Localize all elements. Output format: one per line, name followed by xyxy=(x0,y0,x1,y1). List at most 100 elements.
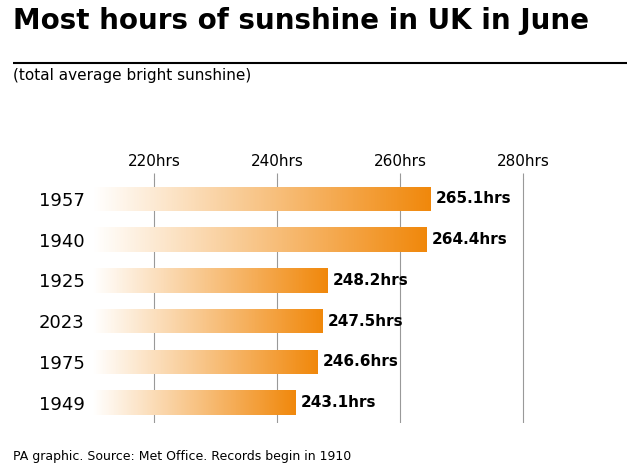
Bar xyxy=(148,187,150,211)
Bar xyxy=(200,187,201,211)
Bar xyxy=(300,187,301,211)
Bar xyxy=(137,227,138,252)
Bar xyxy=(345,227,346,252)
Bar xyxy=(233,227,234,252)
Bar xyxy=(358,187,360,211)
Bar xyxy=(306,227,307,252)
Bar xyxy=(100,187,101,211)
Bar xyxy=(246,187,247,211)
Bar xyxy=(218,227,219,252)
Bar xyxy=(387,227,388,252)
Bar xyxy=(195,187,196,211)
Bar xyxy=(113,227,114,252)
Bar xyxy=(225,227,226,252)
Bar xyxy=(223,187,224,211)
Bar xyxy=(309,227,310,252)
Bar xyxy=(174,187,175,211)
Bar xyxy=(105,187,106,211)
Bar xyxy=(241,187,242,211)
Bar xyxy=(378,187,379,211)
Text: 243.1hrs: 243.1hrs xyxy=(301,395,376,410)
Bar xyxy=(385,187,386,211)
Bar xyxy=(99,227,100,252)
Bar xyxy=(323,227,324,252)
Bar xyxy=(361,227,362,252)
Bar xyxy=(223,227,224,252)
Bar xyxy=(319,187,321,211)
Bar xyxy=(413,227,415,252)
Bar xyxy=(214,227,215,252)
Bar xyxy=(181,227,182,252)
Bar xyxy=(280,187,281,211)
Bar xyxy=(259,227,260,252)
Bar xyxy=(108,187,109,211)
Bar xyxy=(185,187,186,211)
Bar xyxy=(417,227,418,252)
Bar xyxy=(374,227,375,252)
Bar xyxy=(213,227,214,252)
Bar xyxy=(134,227,136,252)
Bar xyxy=(178,227,179,252)
Bar xyxy=(116,227,117,252)
Bar xyxy=(167,227,168,252)
Bar xyxy=(349,227,350,252)
Bar xyxy=(234,187,235,211)
Bar xyxy=(93,227,95,252)
Bar xyxy=(394,227,396,252)
Bar xyxy=(192,187,193,211)
Bar xyxy=(183,187,184,211)
Bar xyxy=(197,187,198,211)
Bar xyxy=(256,227,257,252)
Bar xyxy=(104,187,105,211)
Text: 248.2hrs: 248.2hrs xyxy=(332,273,408,288)
Bar xyxy=(317,227,319,252)
Bar xyxy=(402,227,403,252)
Bar xyxy=(416,227,417,252)
Bar xyxy=(281,227,282,252)
Bar xyxy=(296,187,297,211)
Bar xyxy=(411,187,412,211)
Bar xyxy=(137,187,138,211)
Bar xyxy=(191,187,192,211)
Bar xyxy=(182,227,183,252)
Bar xyxy=(351,227,352,252)
Bar xyxy=(164,187,166,211)
Bar xyxy=(103,227,104,252)
Bar xyxy=(221,187,222,211)
Bar xyxy=(239,227,240,252)
Bar xyxy=(264,187,266,211)
Bar xyxy=(313,187,314,211)
Bar xyxy=(119,187,120,211)
Bar xyxy=(175,187,176,211)
Bar xyxy=(318,187,319,211)
Bar xyxy=(331,227,332,252)
Bar xyxy=(120,187,121,211)
Bar xyxy=(362,187,363,211)
Bar xyxy=(199,227,200,252)
Bar xyxy=(410,187,411,211)
Bar xyxy=(217,187,218,211)
Bar xyxy=(251,187,252,211)
Bar xyxy=(123,227,124,252)
Bar xyxy=(271,187,272,211)
Bar xyxy=(241,227,243,252)
Bar xyxy=(221,227,222,252)
Bar xyxy=(218,187,219,211)
Bar xyxy=(162,187,163,211)
Bar xyxy=(179,187,180,211)
Bar xyxy=(147,227,148,252)
Bar xyxy=(304,227,305,252)
Bar xyxy=(179,227,180,252)
Bar xyxy=(97,187,98,211)
Bar xyxy=(143,187,145,211)
Bar xyxy=(212,187,213,211)
Bar xyxy=(355,227,356,252)
Bar xyxy=(204,227,205,252)
Bar xyxy=(289,187,290,211)
Bar xyxy=(124,227,125,252)
Bar xyxy=(284,187,285,211)
Bar xyxy=(303,227,304,252)
Bar xyxy=(397,227,398,252)
Bar xyxy=(235,187,236,211)
Bar xyxy=(114,227,115,252)
